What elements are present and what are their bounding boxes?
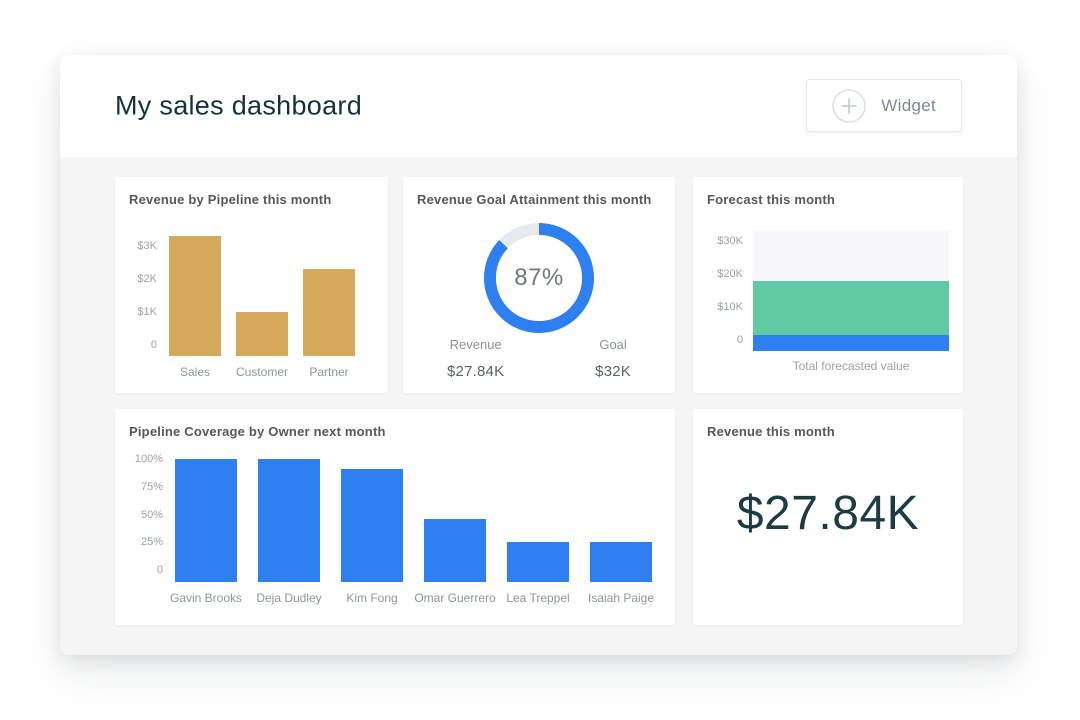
y-tick-label: 25% bbox=[140, 536, 163, 549]
forecast-segment-closed bbox=[753, 335, 949, 351]
bar bbox=[590, 542, 652, 582]
y-axis: $30K $20K $10K 0 bbox=[707, 231, 753, 351]
bar-column: Lea Treppel bbox=[506, 542, 570, 606]
donut-chart: 87% bbox=[484, 223, 594, 333]
bar-column: Deja Dudley bbox=[256, 459, 322, 606]
widget-title: Forecast this month bbox=[707, 192, 836, 207]
y-tick-label: $1K bbox=[137, 306, 157, 318]
bar bbox=[341, 469, 403, 582]
donut-center-label: 87% bbox=[514, 264, 564, 291]
bar-column: Kim Fong bbox=[341, 469, 403, 606]
y-tick-label: 100% bbox=[134, 453, 163, 465]
revenue-by-pipeline-chart: $3K $2K $1K 0 Sales Customer Partner bbox=[129, 232, 374, 380]
stat-goal: Goal $32K bbox=[595, 337, 631, 380]
revenue-value: $27.84K bbox=[736, 486, 920, 540]
y-tick-label: 0 bbox=[150, 339, 157, 351]
pipeline-coverage-chart: 100% 75% 50% 25% 0 Gavin Brooks Deja Dudley Ki… bbox=[129, 453, 661, 606]
widget-revenue-by-pipeline[interactable]: Revenue by Pipeline this month $3K $2K $1K… bbox=[115, 177, 388, 393]
dashboard-header: My sales dashboard Widget bbox=[60, 55, 1017, 157]
category-label: Deja Dudley bbox=[256, 591, 322, 605]
widget-forecast[interactable]: Forecast this month $30K $20K $10K 0 Total … bbox=[693, 177, 963, 393]
bar-column: Gavin Brooks bbox=[170, 459, 242, 606]
y-axis: $3K $2K $1K 0 bbox=[129, 232, 167, 380]
bar bbox=[236, 312, 288, 356]
category-label: Partner bbox=[309, 365, 349, 379]
y-tick-label: 50% bbox=[140, 508, 163, 521]
add-widget-button-label: Widget bbox=[881, 95, 936, 115]
donut-stats: Revenue $27.84K Goal $32K bbox=[417, 337, 661, 380]
bar-column: Omar Guerrero bbox=[414, 518, 496, 606]
dashboard-body: Revenue by Pipeline this month $3K $2K $1K… bbox=[60, 157, 1017, 655]
stat-value: $32K bbox=[595, 363, 631, 380]
y-tick-label: $3K bbox=[137, 240, 157, 252]
category-label: Gavin Brooks bbox=[169, 591, 243, 605]
widget-title: Revenue Goal Attainment this month bbox=[417, 192, 652, 207]
category-label: Sales bbox=[179, 365, 211, 379]
bar-column: Partner bbox=[303, 269, 355, 380]
category-label: Customer bbox=[236, 365, 289, 379]
y-tick-label: $2K bbox=[137, 273, 157, 285]
widget-title: Revenue this month bbox=[707, 424, 835, 439]
dashboard-card: My sales dashboard Widget Revenue by Pip… bbox=[60, 55, 1017, 655]
forecast-stacked-bar bbox=[753, 231, 949, 351]
category-label: Omar Guerrero bbox=[414, 591, 496, 605]
widget-title: Pipeline Coverage by Owner next month bbox=[129, 424, 386, 439]
y-tick-label: $20K bbox=[717, 268, 743, 280]
stat-label: Revenue bbox=[449, 337, 502, 352]
category-label: Isaiah Paige bbox=[587, 591, 655, 605]
y-tick-label: 75% bbox=[140, 480, 163, 493]
bar bbox=[175, 459, 237, 582]
bar-column: Customer bbox=[236, 312, 288, 380]
bar-plot: Gavin Brooks Deja Dudley Kim Fong Omar Guer… bbox=[170, 459, 655, 606]
add-widget-button[interactable]: Widget bbox=[806, 79, 962, 132]
bar bbox=[258, 459, 320, 582]
x-axis-label: Total forecasted value bbox=[792, 359, 910, 373]
category-label: Lea Treppel bbox=[506, 591, 570, 605]
bar-column: Isaiah Paige bbox=[587, 542, 655, 606]
y-tick-label: $10K bbox=[717, 301, 743, 313]
plus-circle-icon bbox=[832, 88, 867, 123]
y-tick-label: 0 bbox=[156, 564, 163, 576]
widget-title: Revenue by Pipeline this month bbox=[129, 192, 332, 207]
widget-goal-attainment[interactable]: Revenue Goal Attainment this month 87% R… bbox=[403, 177, 675, 393]
bar bbox=[507, 542, 569, 582]
bar bbox=[169, 236, 221, 356]
y-tick-label: 0 bbox=[736, 334, 743, 346]
bar-plot: Sales Customer Partner bbox=[167, 236, 355, 380]
widget-pipeline-coverage[interactable]: Pipeline Coverage by Owner next month 10… bbox=[115, 409, 675, 625]
stat-revenue: Revenue $27.84K bbox=[447, 337, 504, 380]
bar bbox=[424, 518, 486, 582]
page-title: My sales dashboard bbox=[115, 90, 363, 121]
y-axis: 100% 75% 50% 25% 0 bbox=[129, 453, 173, 606]
y-tick-label: $30K bbox=[717, 235, 743, 247]
bar bbox=[303, 269, 355, 356]
stat-label: Goal bbox=[599, 337, 627, 352]
big-number-wrap: $27.84K bbox=[707, 441, 949, 611]
stat-value: $27.84K bbox=[447, 363, 505, 380]
forecast-segment-forecasted bbox=[753, 280, 949, 336]
category-label: Kim Fong bbox=[346, 591, 398, 605]
widget-revenue-single[interactable]: Revenue this month $27.84K bbox=[693, 409, 963, 625]
forecast-chart: $30K $20K $10K 0 bbox=[707, 231, 949, 351]
bar-column: Sales bbox=[169, 236, 221, 380]
